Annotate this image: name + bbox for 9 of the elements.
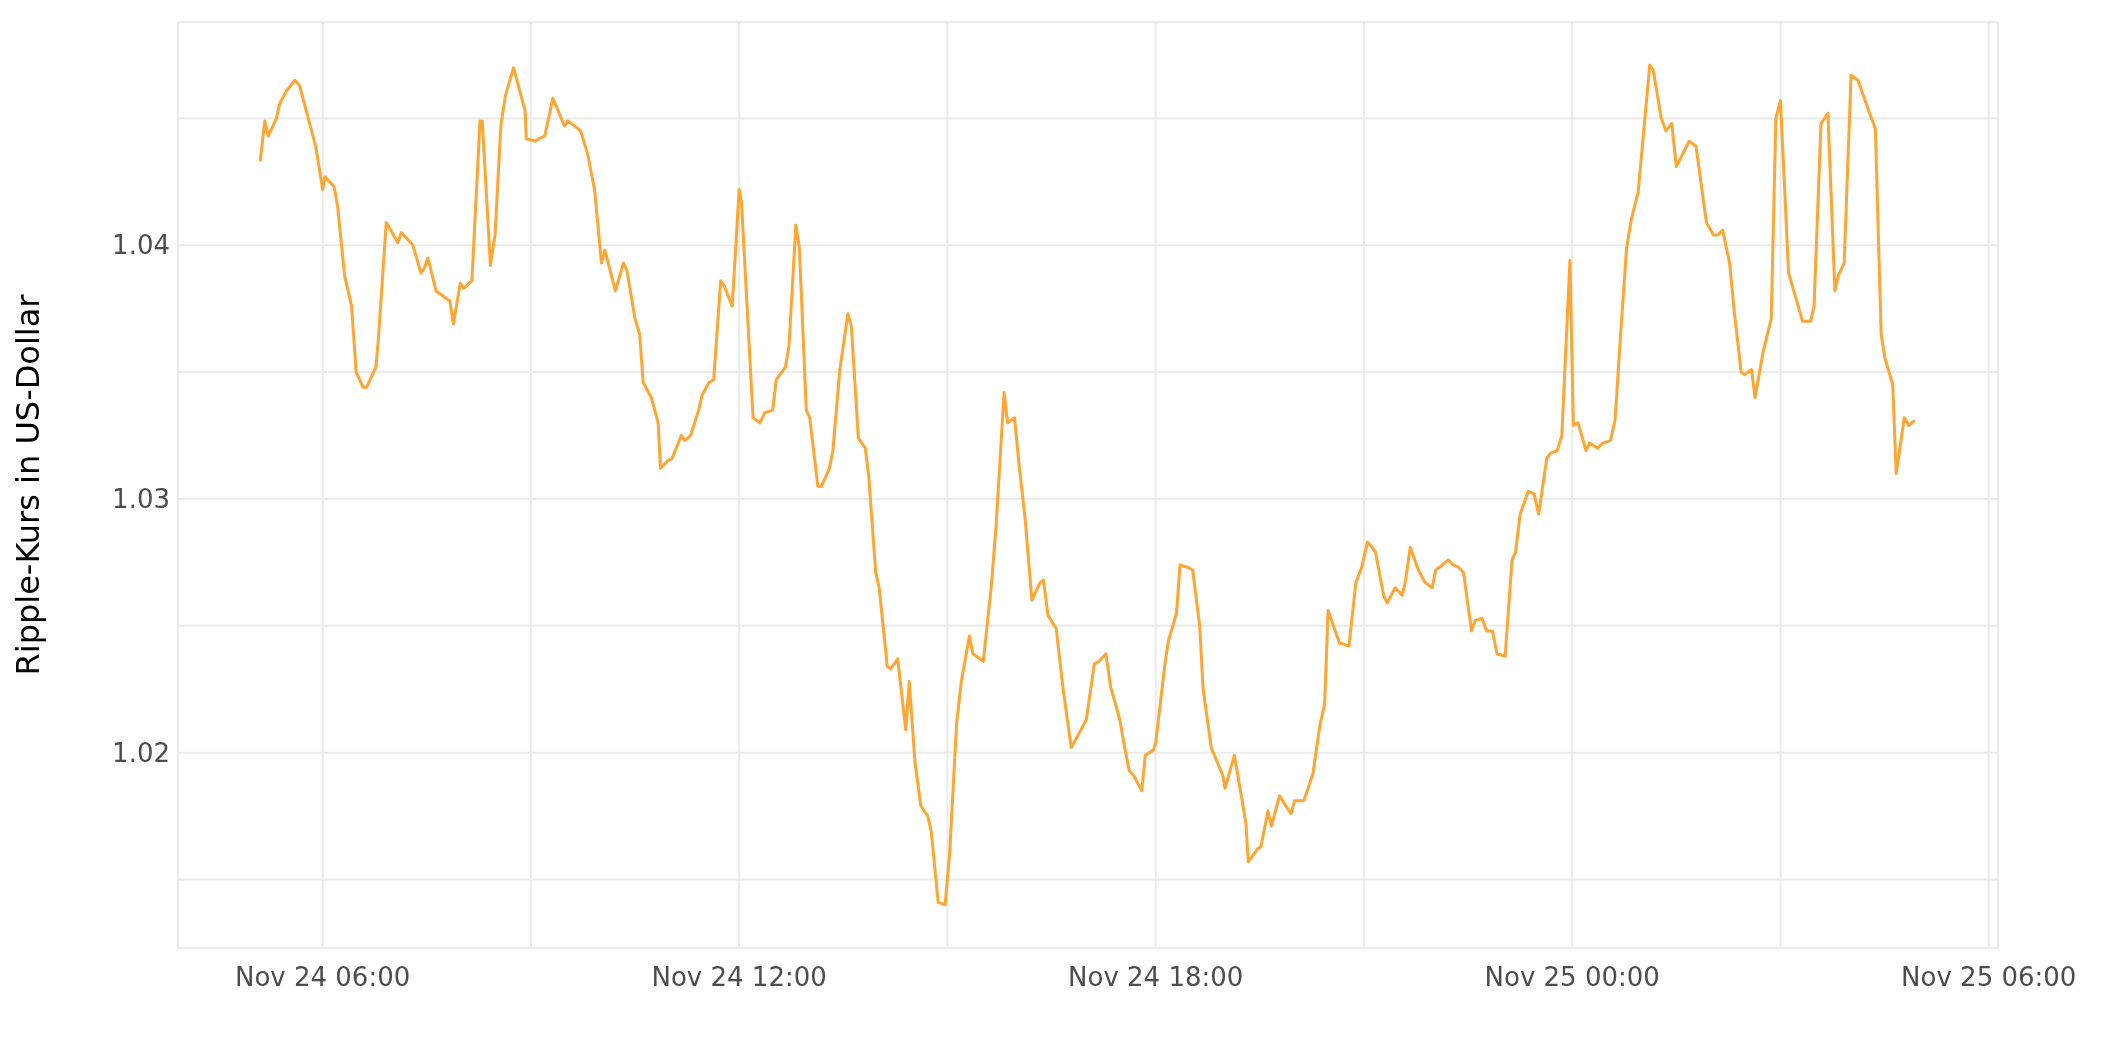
x-tick-label: Nov 24 12:00 — [651, 962, 827, 993]
y-tick-label: 1.04 — [112, 230, 170, 261]
y-tick-label: 1.02 — [112, 737, 170, 768]
x-tick-label: Nov 25 00:00 — [1484, 962, 1660, 993]
x-tick-label: Nov 24 18:00 — [1068, 962, 1244, 993]
y-tick-label: 1.03 — [112, 484, 170, 515]
x-tick-label: Nov 25 06:00 — [1901, 962, 2077, 993]
x-tick-label: Nov 24 06:00 — [234, 962, 411, 993]
y-axis-title: Ripple-Kurs in US-Dollar — [9, 293, 48, 676]
